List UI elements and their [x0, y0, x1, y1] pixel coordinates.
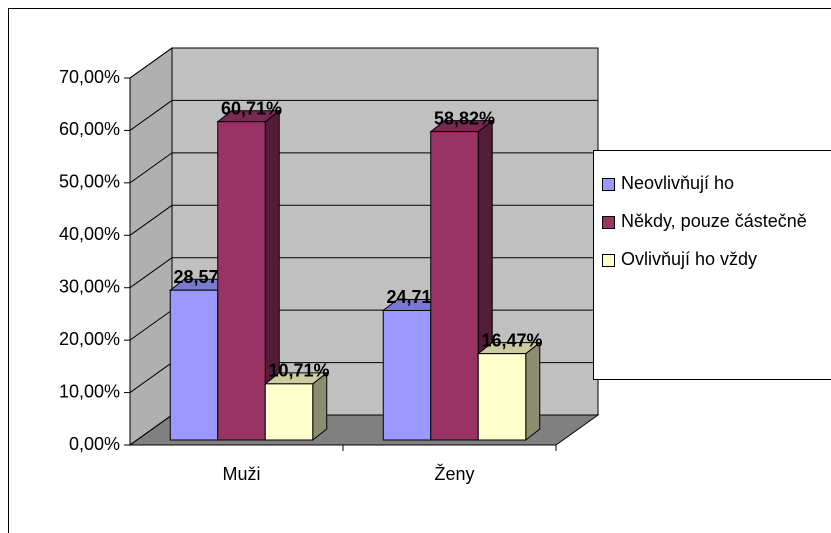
- grid-line: [129, 47, 173, 79]
- legend-label: Neovlivňují ho: [621, 173, 735, 193]
- data-label: 16,47%: [481, 330, 542, 350]
- grid-line: [129, 100, 173, 131]
- bar-side: [312, 371, 328, 442]
- legend-item: Ovlivňují ho vždy: [602, 247, 831, 271]
- y-tick-label: 20,00%: [59, 329, 120, 349]
- bar-side: [525, 341, 541, 442]
- x-tick-label: Muži: [222, 464, 260, 484]
- y-tick-label: 30,00%: [59, 276, 120, 296]
- data-label: 60,71%: [221, 98, 282, 118]
- legend-swatch: [602, 216, 615, 229]
- legend-label: Někdy, pouze částečně: [621, 211, 807, 231]
- bar: [477, 353, 527, 441]
- grid-line: [129, 414, 173, 446]
- bar: [430, 131, 479, 441]
- y-tick-label: 0,00%: [69, 434, 120, 454]
- y-tick-label: 50,00%: [59, 172, 120, 192]
- bar: [264, 383, 314, 441]
- grid-line: [129, 257, 173, 289]
- legend-swatch: [602, 178, 615, 191]
- grid-line: [129, 204, 173, 236]
- data-label: 58,82%: [434, 108, 495, 128]
- grid-line: [129, 152, 173, 184]
- legend-label: Ovlivňují ho vždy: [621, 249, 758, 269]
- x-tick-label: Ženy: [434, 464, 474, 484]
- grid-line: [129, 309, 173, 341]
- y-tick-label: 10,00%: [59, 381, 120, 401]
- legend-item: Neovlivňují ho: [602, 171, 831, 195]
- data-label: 10,71%: [268, 361, 329, 381]
- y-tick-label: 70,00%: [59, 67, 120, 87]
- side-wall: [129, 47, 173, 446]
- chart-border: [8, 8, 831, 533]
- legend-swatch: [602, 254, 615, 267]
- bar: [382, 309, 432, 441]
- y-tick-label: 40,00%: [59, 224, 120, 244]
- legend: Neovlivňují ho Někdy, pouze částečně Ovliv…: [593, 150, 831, 380]
- legend-item: Někdy, pouze částečně: [602, 209, 831, 233]
- y-tick-label: 60,00%: [59, 119, 120, 139]
- grid-line: [129, 362, 173, 393]
- bar: [169, 289, 219, 441]
- bar: [217, 121, 266, 441]
